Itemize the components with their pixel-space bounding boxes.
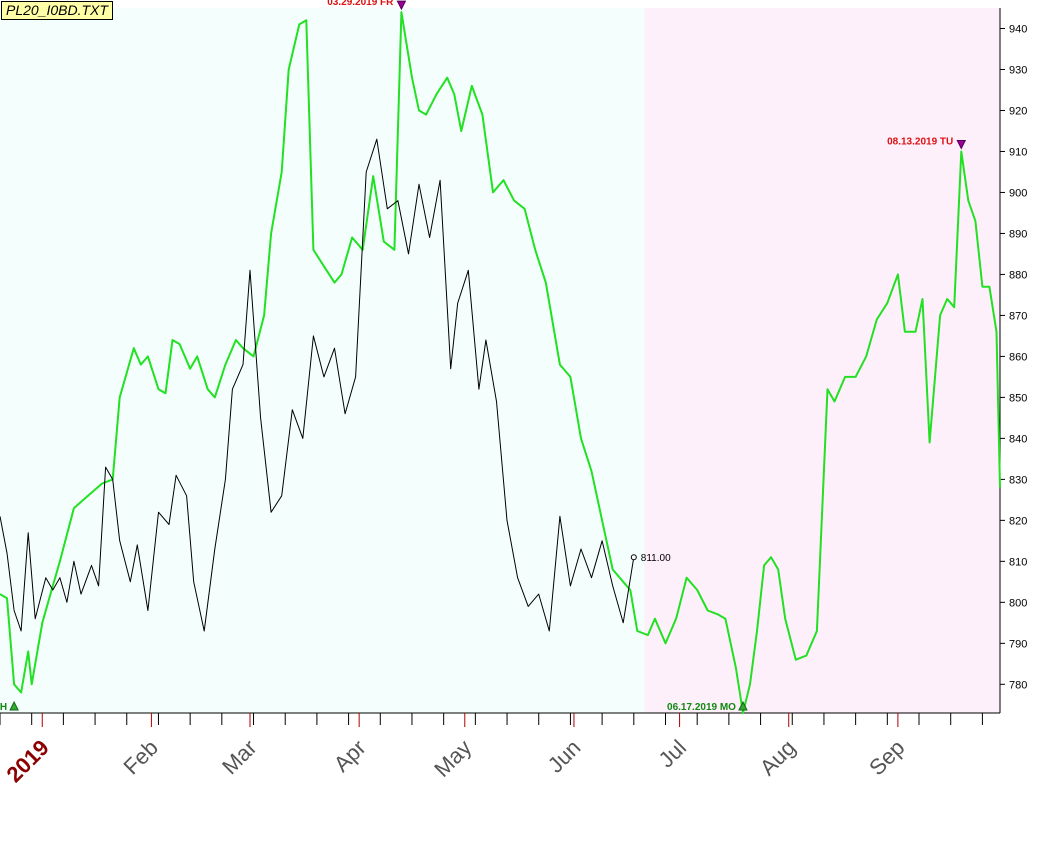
background-region-1	[644, 8, 1000, 713]
x-tick-label: Jun	[543, 735, 586, 778]
high-marker-icon	[396, 0, 407, 11]
annotation-label: 08.13.2019 TU	[887, 136, 953, 147]
y-tick-label: 810	[1009, 556, 1027, 568]
y-tick-label: 890	[1009, 228, 1027, 240]
y-tick-label: 790	[1009, 638, 1027, 650]
annotation-label: TH	[0, 702, 7, 713]
low-marker-icon	[738, 700, 748, 711]
x-tick-label: Sep	[864, 735, 909, 780]
y-tick-label: 880	[1009, 269, 1027, 281]
y-tick-label: 820	[1009, 515, 1027, 527]
high-marker-icon	[956, 139, 967, 150]
series-lines	[0, 11, 1001, 714]
background-region-0	[0, 8, 645, 713]
annotation-label: 06.17.2019 MO	[667, 702, 736, 713]
x-tick-label: 2019	[1, 735, 53, 787]
y-tick-label: 940	[1009, 23, 1027, 35]
y-tick-label: 840	[1009, 433, 1027, 445]
y-tick-label: 800	[1009, 597, 1027, 609]
y-tick-label: 870	[1009, 310, 1027, 322]
y-tick-label: 900	[1009, 187, 1027, 199]
y-tick-label: 910	[1009, 146, 1027, 158]
annotation-label: 03.29.2019 FR	[327, 0, 394, 8]
last-value-marker	[630, 554, 637, 561]
series-line-0	[0, 11, 1001, 714]
y-tick-label: 780	[1009, 679, 1027, 691]
annotations: 03.29.2019 FR 08.13.2019 TU 06.17.2019 MO T…	[0, 0, 967, 713]
background-regions	[0, 8, 1000, 713]
y-tick-label: 920	[1009, 105, 1027, 117]
last-value-label: 811.00	[641, 553, 671, 564]
low-marker-icon	[9, 700, 19, 711]
x-tick-label: Apr	[329, 735, 371, 777]
y-tick-label: 850	[1009, 392, 1027, 404]
x-tick-label: Feb	[118, 735, 162, 779]
x-tick-label: May	[429, 735, 476, 782]
x-tick-label: Mar	[217, 735, 261, 779]
chart-title-label: PL20_I0BD.TXT	[1, 1, 113, 20]
y-tick-label: 930	[1009, 64, 1027, 76]
y-tick-label: 830	[1009, 474, 1027, 486]
series-line-1	[0, 138, 635, 632]
x-tick-label: Jul	[654, 735, 692, 773]
x-tick-label: Aug	[755, 735, 800, 780]
y-tick-label: 860	[1009, 351, 1027, 363]
